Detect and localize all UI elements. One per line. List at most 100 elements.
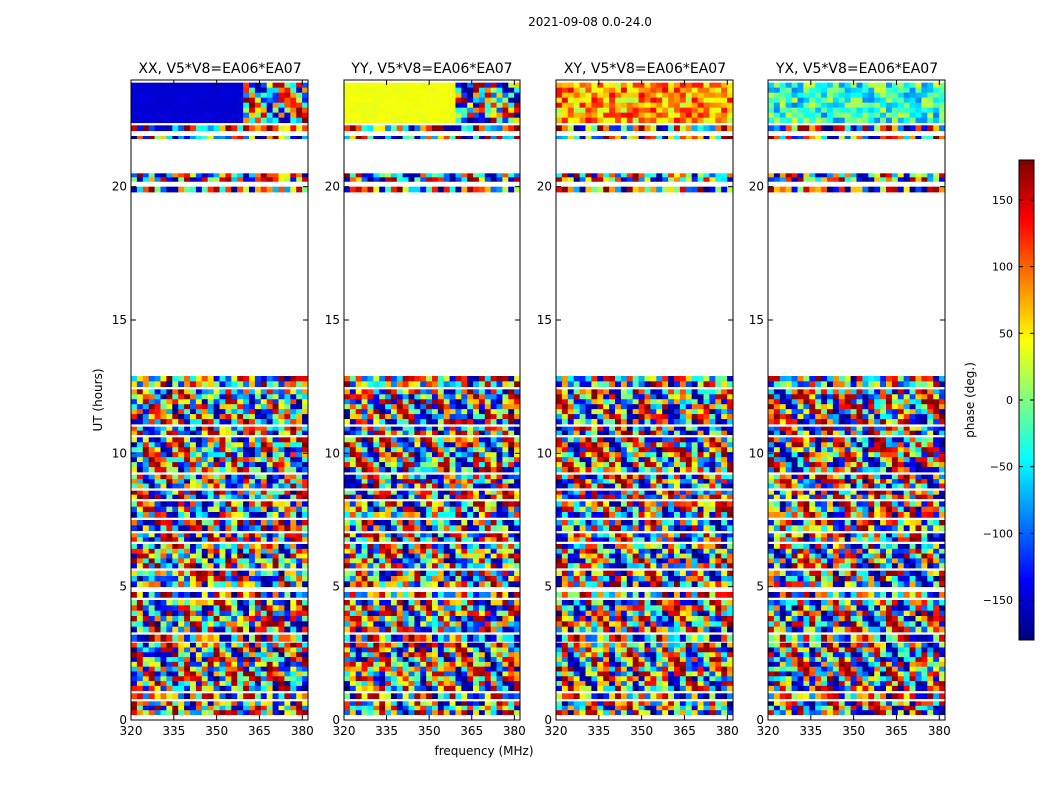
heatmap-cell [461, 389, 468, 395]
heatmap-cell [674, 685, 681, 692]
heatmap-cell [502, 447, 509, 453]
heatmap-cell [254, 430, 262, 436]
heatmap-cell [166, 394, 173, 400]
heatmap-cell [284, 626, 291, 633]
heatmap-cell [254, 681, 262, 687]
heatmap-cell [154, 710, 161, 716]
heatmap-cell [266, 610, 273, 617]
heatmap-cell [496, 97, 503, 104]
heatmap-cell [344, 501, 351, 508]
heatmap-cell [437, 685, 445, 692]
heatmap-cell [432, 173, 439, 178]
heatmap-cell [484, 426, 492, 432]
heatmap-cell [207, 537, 214, 542]
heatmap-cell [160, 600, 167, 606]
heatmap-cell [225, 657, 232, 663]
heatmap-cell [721, 642, 728, 648]
heatmap-cell [184, 537, 191, 542]
heatmap-cell [449, 605, 456, 612]
heatmap-cell [207, 581, 214, 588]
heatmap-cell [402, 186, 409, 193]
heatmap-cell [349, 512, 357, 518]
heatmap-cell [260, 553, 268, 559]
heatmap-cell [178, 576, 185, 582]
heatmap-cell [449, 506, 456, 513]
heatmap-cell [207, 82, 214, 89]
heatmap-cell [260, 685, 268, 692]
heatmap-cell [148, 437, 155, 443]
heatmap-cell [449, 376, 456, 382]
heatmap-cell [349, 467, 357, 473]
heatmap-cell [685, 657, 693, 663]
heatmap-cell [502, 442, 509, 448]
heatmap-cell [449, 685, 456, 692]
heatmap-cell [414, 136, 421, 140]
heatmap-cell [367, 520, 374, 526]
heatmap-cell [638, 605, 645, 612]
heatmap-cell [484, 605, 492, 612]
heatmap-cell [484, 399, 492, 405]
heatmap-cell [260, 381, 268, 388]
heatmap-cell [367, 467, 374, 473]
heatmap-cell [131, 376, 138, 382]
heatmap-cell [302, 173, 309, 178]
heatmap-cell [467, 676, 474, 682]
heatmap-cell [715, 642, 722, 648]
heatmap-cell [514, 389, 521, 395]
heatmap-cell [514, 457, 521, 463]
heatmap-cell [278, 414, 285, 420]
heatmap-cell [154, 474, 161, 480]
heatmap-cell [514, 494, 521, 500]
heatmap-cell [154, 479, 161, 484]
heatmap-cell [396, 537, 404, 542]
heatmap-cell [284, 634, 291, 642]
heatmap-cell [467, 442, 474, 448]
heatmap-cell [426, 389, 433, 395]
heatmap-cell [514, 570, 521, 577]
heatmap-cell [390, 681, 398, 687]
heatmap-cell [290, 467, 297, 473]
heatmap-cell [432, 666, 439, 672]
heatmap-cell [556, 685, 563, 692]
heatmap-cell [136, 381, 144, 388]
heatmap-cell [302, 506, 309, 513]
heatmap-cell [721, 693, 728, 700]
heatmap-cell [278, 490, 285, 496]
heatmap-cell [420, 553, 427, 559]
heatmap-cell [166, 685, 173, 692]
heatmap-cell [290, 544, 297, 550]
heatmap-cell [272, 592, 279, 598]
heatmap-cell [514, 634, 521, 642]
heatmap-cell [249, 479, 256, 484]
heatmap-cell [609, 661, 616, 668]
heatmap-cell [573, 671, 580, 677]
heatmap-cell [344, 647, 351, 653]
heatmap-cell [467, 592, 474, 598]
heatmap-cell [184, 681, 191, 687]
heatmap-cell [367, 479, 374, 484]
heatmap-cell [178, 685, 185, 692]
heatmap-cell [367, 452, 374, 458]
heatmap-cell [219, 610, 226, 617]
heatmap-cell [408, 501, 415, 508]
heatmap-cell [302, 621, 309, 628]
heatmap-cell [490, 136, 497, 140]
heatmap-cell [148, 501, 155, 508]
heatmap-cell [514, 610, 521, 617]
heatmap-cell [142, 681, 150, 687]
heatmap-cell [302, 490, 309, 496]
heatmap-cell [178, 605, 185, 612]
heatmap-cell [201, 483, 209, 489]
heatmap-cell [408, 430, 415, 436]
heatmap-cell [508, 676, 515, 682]
heatmap-cell [508, 537, 515, 542]
heatmap-cell [408, 570, 415, 577]
heatmap-cell [213, 419, 220, 425]
heatmap-cell [207, 666, 214, 672]
heatmap-cell [373, 652, 380, 658]
heatmap-cell [408, 462, 415, 468]
heatmap-cell [396, 576, 404, 582]
heatmap-cell [296, 112, 303, 119]
heatmap-cell [172, 419, 179, 425]
heatmap-cell [721, 710, 728, 716]
